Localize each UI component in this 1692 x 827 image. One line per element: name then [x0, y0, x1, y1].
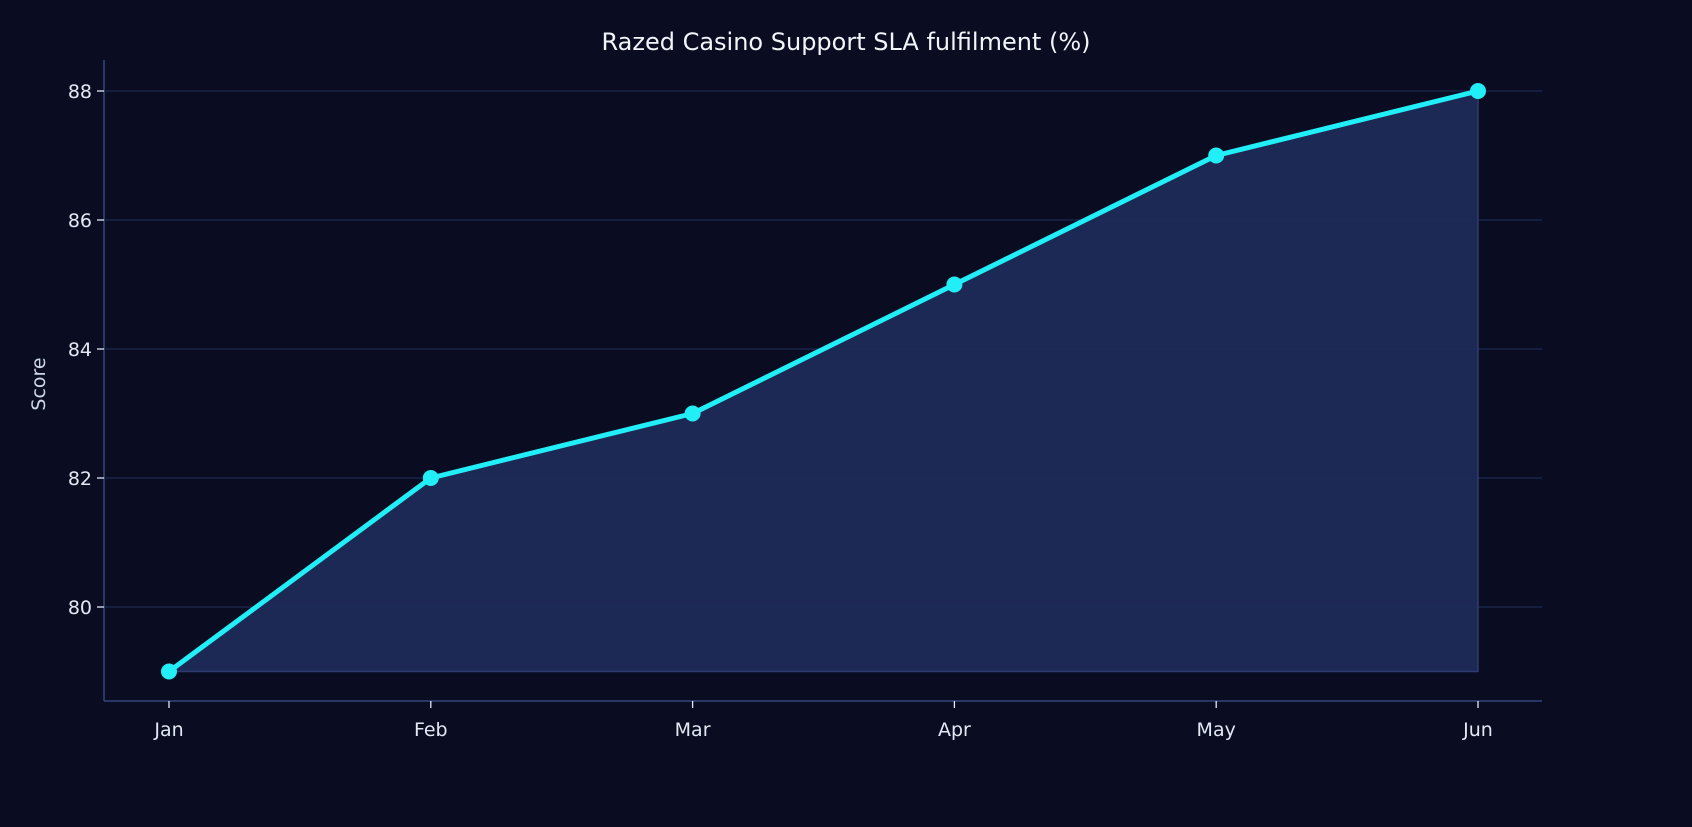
data-point-marker: [422, 470, 439, 486]
y-tick-label: 88: [68, 81, 92, 103]
data-point-marker: [1208, 147, 1225, 164]
x-tick-label: Apr: [938, 719, 971, 741]
x-tick-label: May: [1197, 719, 1236, 741]
area-polygon: [166, 90, 1479, 673]
series-line: [166, 88, 1481, 674]
chart-title: Razed Casino Support SLA fulfilment (%): [602, 28, 1091, 56]
data-markers: [161, 83, 1486, 680]
x-tick-label: Feb: [414, 719, 448, 741]
data-point-marker: [684, 405, 701, 422]
area-fill: [166, 90, 1479, 673]
data-point-marker: [946, 276, 963, 293]
data-point-marker: [161, 663, 177, 680]
y-axis-label: Score: [28, 357, 50, 410]
x-tick-label: Jan: [153, 719, 183, 741]
x-axis-ticks: Jan Feb Mar Apr May Jun: [153, 701, 1493, 741]
x-tick-label: Mar: [675, 719, 711, 741]
y-tick-label: 80: [68, 597, 92, 619]
y-tick-label: 86: [68, 210, 92, 232]
y-tick-label: 82: [68, 468, 92, 490]
y-axis-ticks: 80 82 84 86 88: [68, 81, 104, 619]
y-tick-label: 84: [68, 339, 92, 361]
data-line: [166, 88, 1481, 674]
axes: [103, 60, 1542, 702]
x-tick-label: Jun: [1462, 719, 1493, 741]
data-point-marker: [1470, 83, 1486, 99]
